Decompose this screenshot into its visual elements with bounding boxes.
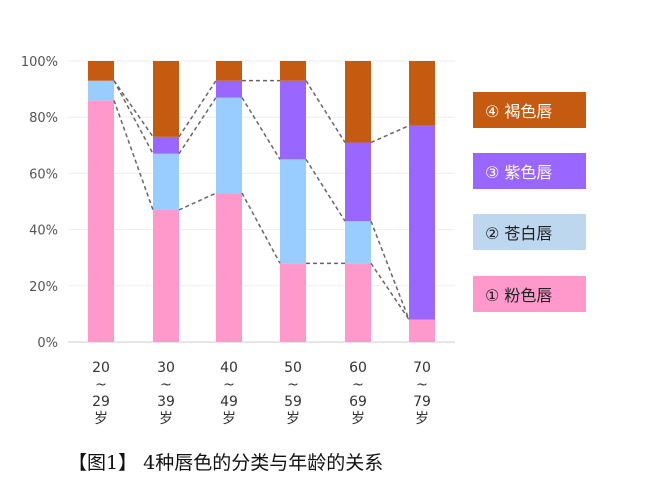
legend-pink: ① 粉色唇 bbox=[473, 276, 586, 312]
x-tick-label: 岁 bbox=[351, 411, 365, 427]
bar-segment bbox=[88, 100, 114, 342]
bar-segment bbox=[280, 263, 306, 342]
connector-line bbox=[370, 262, 410, 320]
connector-line bbox=[241, 97, 281, 160]
connector-line bbox=[113, 100, 154, 211]
x-tick-label: 岁 bbox=[94, 411, 108, 427]
x-tick-label: ~ bbox=[223, 377, 235, 393]
y-tick-label: 80% bbox=[29, 111, 58, 126]
x-tick-label: 69 bbox=[349, 394, 367, 410]
x-tick-label: 70 bbox=[413, 360, 431, 376]
connector-line bbox=[305, 158, 346, 222]
x-tick-label: 49 bbox=[220, 394, 238, 410]
x-tick-label: 60 bbox=[349, 360, 367, 376]
bar-segment bbox=[216, 193, 242, 342]
chart-caption: 【图1】 4种唇色的分类与年龄的关系 bbox=[68, 452, 384, 474]
bar-segment bbox=[88, 80, 114, 101]
bar-segment bbox=[216, 97, 242, 194]
x-tick-label: 30 bbox=[157, 360, 175, 376]
bar-segment bbox=[345, 61, 371, 143]
x-tick-label: 岁 bbox=[159, 411, 173, 427]
connector-line bbox=[370, 220, 410, 320]
x-tick-label: 20 bbox=[92, 360, 110, 376]
connector-line bbox=[113, 80, 154, 138]
bar-segment bbox=[280, 61, 306, 81]
bar-segment bbox=[153, 136, 179, 154]
x-tick-label: ~ bbox=[416, 377, 428, 393]
bar-segment bbox=[216, 61, 242, 81]
x-tick-label: 29 bbox=[92, 394, 110, 410]
x-tick-label: ~ bbox=[287, 377, 299, 393]
bar-segment bbox=[216, 80, 242, 98]
x-tick-label: 50 bbox=[284, 360, 302, 376]
bar-segment bbox=[153, 153, 179, 210]
connector-line bbox=[305, 80, 346, 143]
x-tick-label: ~ bbox=[352, 377, 364, 393]
bar-segment bbox=[88, 61, 114, 81]
connector-line bbox=[241, 192, 281, 264]
y-tick-label: 0% bbox=[37, 336, 58, 351]
y-tick-label: 20% bbox=[29, 280, 58, 295]
bar-segment bbox=[409, 319, 435, 342]
x-tick-label: 岁 bbox=[415, 411, 429, 427]
x-tick-label: ~ bbox=[95, 377, 107, 393]
bar-segment bbox=[345, 263, 371, 342]
bar-segment bbox=[280, 80, 306, 160]
legend-brown: ④ 褐色唇 bbox=[473, 92, 586, 128]
x-tick-label: 岁 bbox=[286, 411, 300, 427]
bar-segment bbox=[345, 142, 371, 222]
x-tick-label: 79 bbox=[413, 394, 431, 410]
connector-line bbox=[370, 124, 410, 144]
bar-segment bbox=[409, 61, 435, 126]
connector-line bbox=[178, 80, 217, 138]
connector-line bbox=[178, 97, 217, 155]
x-tick-label: 40 bbox=[220, 360, 238, 376]
x-tick-label: 59 bbox=[284, 394, 302, 410]
bar-segment bbox=[409, 125, 435, 320]
y-tick-label: 100% bbox=[21, 55, 58, 70]
bar-segment bbox=[153, 61, 179, 137]
y-tick-label: 60% bbox=[29, 167, 58, 182]
legend-purple: ③ 紫色唇 bbox=[473, 153, 586, 189]
bar-segment bbox=[280, 159, 306, 264]
x-tick-label: ~ bbox=[160, 377, 172, 393]
bar-segment bbox=[345, 221, 371, 264]
x-tick-label: 39 bbox=[157, 394, 175, 410]
bar-segment bbox=[153, 209, 179, 342]
y-tick-label: 40% bbox=[29, 224, 58, 239]
connector-line bbox=[178, 192, 217, 211]
legend-blue: ② 苍白唇 bbox=[473, 214, 586, 250]
x-tick-label: 岁 bbox=[222, 411, 236, 427]
